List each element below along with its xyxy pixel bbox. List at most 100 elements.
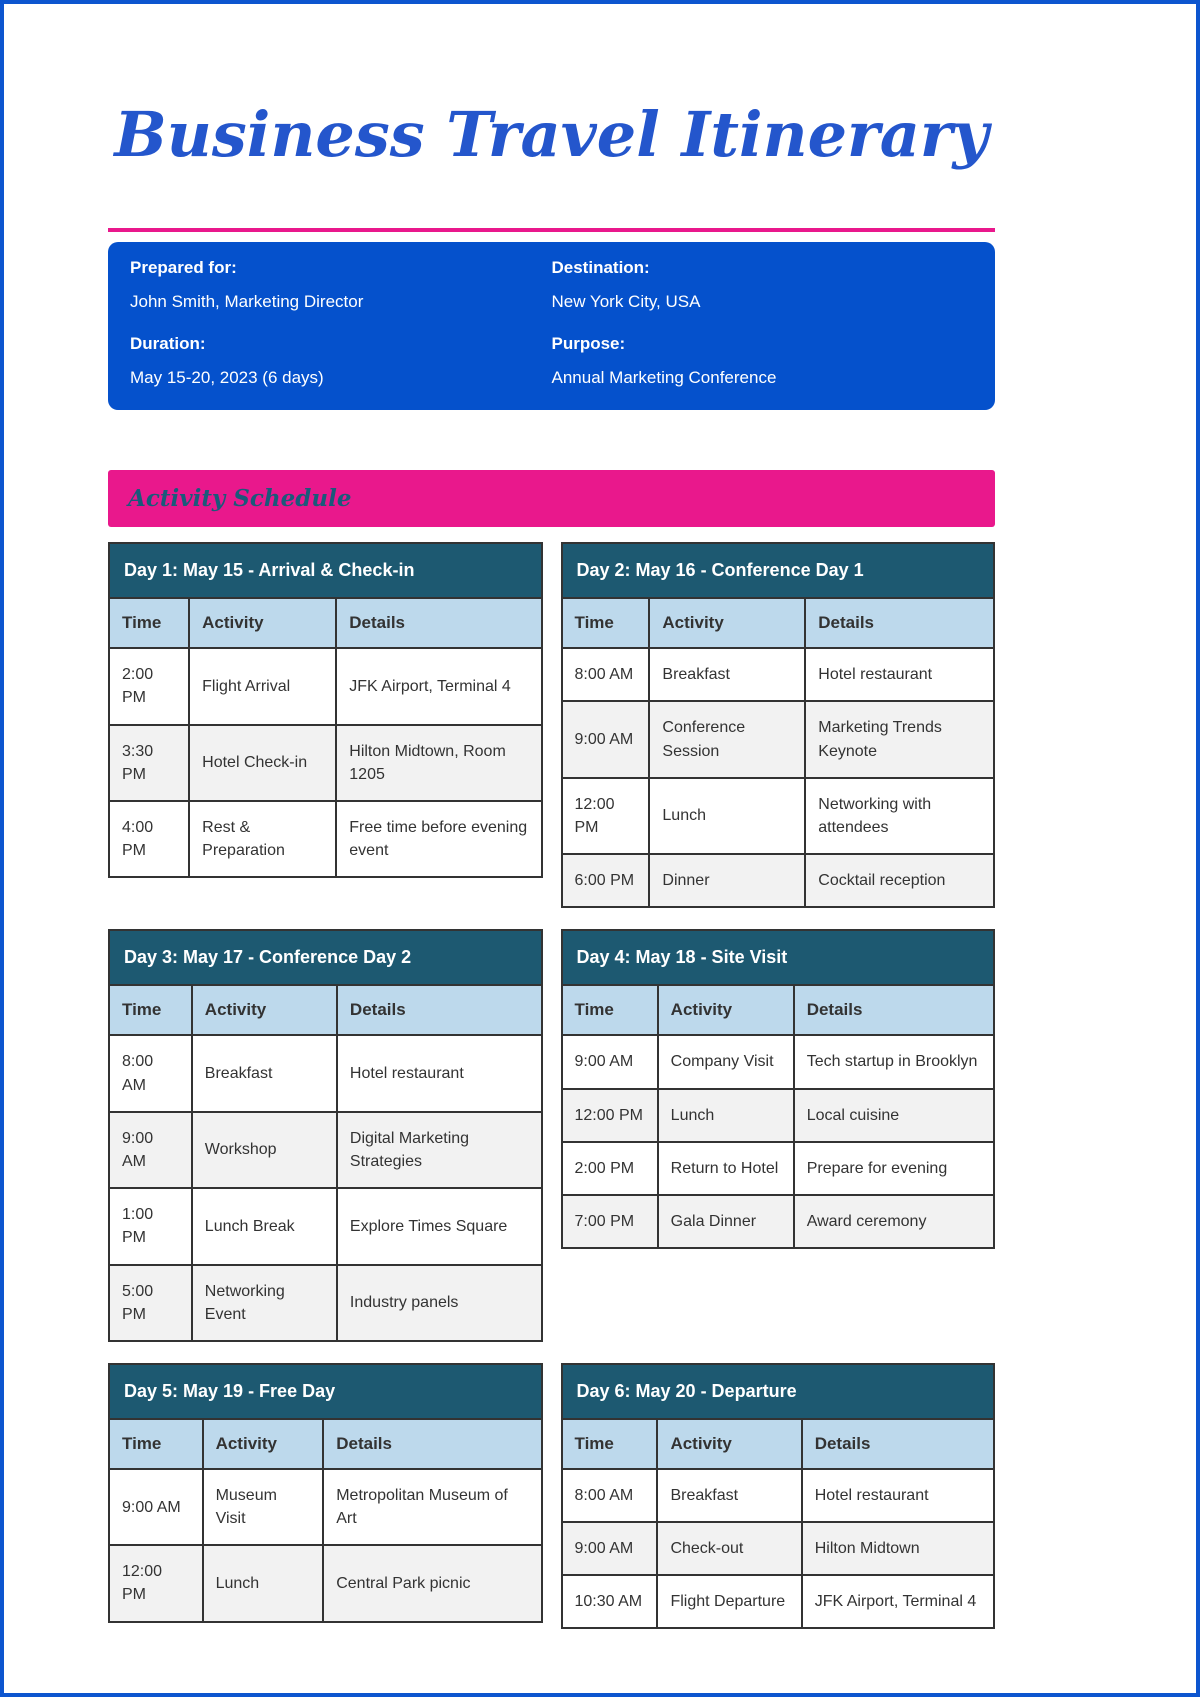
day-table-head: Day 4: May 18 - Site Visit Time Activity D… [560, 929, 996, 1037]
day-table-head: Day 5: May 19 - Free Day Time Activity Det… [108, 1362, 543, 1470]
info-value: Annual Marketing Conference [551, 368, 777, 388]
day-title: Day 5: May 19 - Free Day [108, 1362, 543, 1420]
cell-time: 6:00 PM [560, 853, 651, 909]
schedule-row: 6:00 PM Dinner Cocktail reception [560, 853, 995, 909]
cell-activity: Lunch Break [190, 1187, 338, 1266]
column-header-activity: Activity [188, 597, 338, 650]
schedule-row: 9:00 AM Company Visit Tech startup in Broo… [560, 1034, 996, 1090]
cell-activity: Networking Event [190, 1263, 338, 1342]
column-header-row: Time Activity Details [107, 597, 543, 650]
cell-time: 2:00 PM [107, 647, 191, 726]
info-field-destination: Destination: New York City, USA [552, 258, 974, 312]
column-header-time: Time [560, 1417, 659, 1470]
day-title-row: Day 5: May 19 - Free Day [108, 1362, 543, 1420]
schedule-row: 7:00 PM Gala Dinner Award ceremony [560, 1193, 996, 1250]
schedule-row: 12:00 PM Lunch Networking with attendees [560, 776, 995, 856]
cell-activity: Lunch [648, 776, 807, 856]
day-table-body: 2:00 PM Flight Arrival JFK Airport, Termin… [107, 647, 543, 879]
info-field-purpose: Purpose: Annual Marketing Conference [552, 334, 974, 388]
column-header-details: Details [800, 1417, 996, 1470]
cell-activity: Museum Visit [201, 1467, 325, 1547]
cell-details: Hilton Midtown, Room 1205 [335, 723, 543, 803]
info-field-duration: Duration: May 15-20, 2023 (6 days) [130, 334, 552, 388]
cell-time: 9:00 AM [108, 1110, 193, 1190]
cell-details: Free time before evening event [335, 800, 543, 879]
cell-details: Metropolitan Museum of Art [322, 1467, 543, 1547]
column-header-activity: Activity [190, 984, 338, 1037]
cell-time: 2:00 PM [560, 1140, 659, 1196]
cell-activity: Rest & Preparation [188, 800, 338, 879]
cell-details: Explore Times Square [335, 1187, 543, 1266]
cell-details: Hotel restaurant [804, 647, 995, 703]
schedule-row: 12:00 PM Lunch Central Park picnic [108, 1544, 543, 1623]
cell-time: 5:00 PM [108, 1263, 193, 1342]
schedule-row: 1:00 PM Lunch Break Explore Times Square [108, 1187, 543, 1266]
day-table-body: 8:00 AM Breakfast Hotel restaurant 9:00 AM C… [560, 1467, 996, 1630]
cell-time: 9:00 AM [560, 700, 651, 779]
column-header-row: Time Activity Details [108, 984, 543, 1037]
day-table: Day 4: May 18 - Site Visit Time Activity D… [560, 929, 996, 1250]
day-table: Day 6: May 20 - Departure Time Activity De… [560, 1362, 996, 1630]
cell-details: Hotel restaurant [800, 1467, 996, 1524]
info-value: New York City, USA [551, 292, 701, 312]
cell-time: 1:00 PM [108, 1187, 193, 1266]
column-header-details: Details [335, 597, 543, 650]
trip-info-panel: Prepared for: John Smith, Marketing Dire… [108, 242, 995, 411]
column-header-time: Time [107, 597, 191, 650]
cell-details: JFK Airport, Terminal 4 [335, 647, 543, 726]
schedule-row: 8:00 AM Breakfast Hotel restaurant [108, 1034, 543, 1113]
cell-activity: Company Visit [656, 1034, 795, 1090]
cell-activity: Lunch [656, 1087, 795, 1143]
cell-time: 12:00 PM [108, 1544, 204, 1623]
column-header-activity: Activity [648, 597, 807, 650]
schedule-row: 2:00 PM Flight Arrival JFK Airport, Termin… [107, 647, 543, 726]
cell-time: 4:00 PM [107, 800, 191, 879]
cell-activity: Breakfast [648, 647, 807, 703]
day-title: Day 3: May 17 - Conference Day 2 [108, 929, 543, 987]
cell-time: 9:00 AM [108, 1467, 204, 1547]
cell-details: Digital Marketing Strategies [335, 1110, 543, 1190]
schedule-grid: Day 1: May 15 - Arrival & Check-in Time A… [107, 542, 996, 1630]
column-header-time: Time [108, 1417, 204, 1470]
cell-details: Marketing Trends Keynote [804, 700, 995, 779]
info-label: Prepared for: [130, 258, 237, 278]
column-header-row: Time Activity Details [560, 1417, 996, 1470]
cell-details: Award ceremony [792, 1193, 996, 1250]
cell-time: 12:00 PM [560, 1087, 659, 1143]
column-header-row: Time Activity Details [560, 597, 995, 650]
cell-details: Cocktail reception [804, 853, 995, 909]
day-title-row: Day 4: May 18 - Site Visit [560, 929, 995, 987]
info-field-prepared-for: Prepared for: John Smith, Marketing Dire… [130, 258, 552, 312]
day-table-head: Day 6: May 20 - Departure Time Activity De… [560, 1362, 996, 1470]
day-title-row: Day 1: May 15 - Arrival & Check-in [108, 542, 543, 600]
activity-schedule-heading: Activity Schedule [128, 485, 352, 513]
column-header-time: Time [560, 597, 651, 650]
activity-schedule-banner: Activity Schedule [108, 470, 995, 528]
schedule-row: 8:00 AM Breakfast Hotel restaurant [560, 647, 995, 703]
schedule-row: 4:00 PM Rest & Preparation Free time befor… [107, 800, 543, 879]
schedule-row: 9:00 AM Conference Session Marketing Trend… [560, 700, 995, 779]
cell-details: Hotel restaurant [335, 1034, 543, 1113]
column-header-details: Details [804, 597, 995, 650]
cell-details: JFK Airport, Terminal 4 [800, 1574, 996, 1630]
day-table: Day 1: May 15 - Arrival & Check-in Time A… [107, 542, 543, 879]
column-header-row: Time Activity Details [560, 984, 996, 1037]
cell-details: Industry panels [335, 1263, 543, 1342]
cell-details: Networking with attendees [804, 776, 995, 856]
day-title: Day 6: May 20 - Departure [560, 1362, 995, 1420]
cell-activity: Breakfast [656, 1467, 803, 1524]
schedule-row: 3:30 PM Hotel Check-in Hilton Midtown, Roo… [107, 723, 543, 803]
cell-activity: Breakfast [190, 1034, 338, 1113]
cell-activity: Lunch [201, 1544, 325, 1623]
info-value: May 15-20, 2023 (6 days) [130, 368, 324, 388]
cell-details: Hilton Midtown [800, 1521, 996, 1577]
cell-time: 10:30 AM [560, 1574, 659, 1630]
cell-time: 3:30 PM [107, 723, 191, 803]
cell-activity: Return to Hotel [656, 1140, 795, 1196]
cell-time: 9:00 AM [560, 1034, 659, 1090]
day-title: Day 2: May 16 - Conference Day 1 [560, 542, 995, 600]
column-header-activity: Activity [201, 1417, 325, 1470]
day-table-body: 8:00 AM Breakfast Hotel restaurant 9:00 AM C… [560, 647, 995, 909]
info-value: John Smith, Marketing Director [130, 292, 364, 312]
